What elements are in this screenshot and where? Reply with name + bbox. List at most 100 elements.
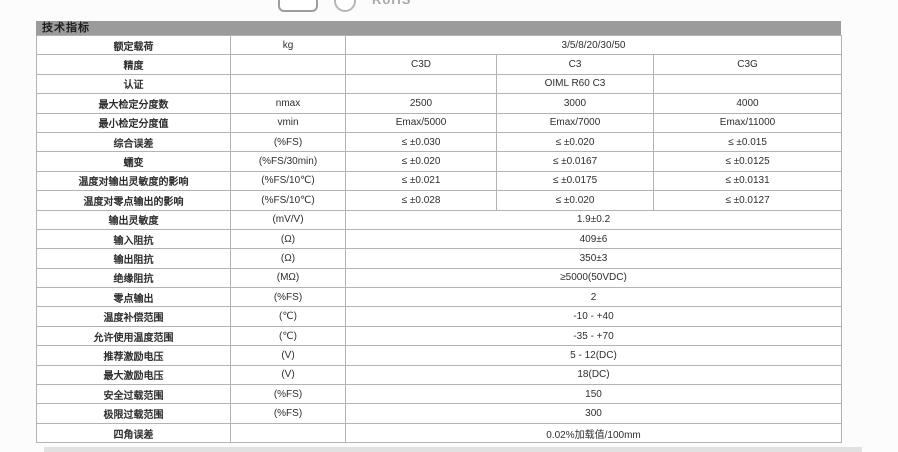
spec-table-row: 安全过载范围 (%FS) 150 bbox=[36, 384, 842, 405]
spec-table-row: 精度 C3D C3 C3G bbox=[36, 54, 842, 75]
spec-table: 额定载荷 kg 3/5/8/20/30/50 精度 C3D C3 C3G 认证 OIML R60… bbox=[36, 34, 842, 444]
spec-row-value: Emax/7000 bbox=[496, 112, 654, 133]
spec-row-label: 输出灵敏度 bbox=[36, 209, 231, 230]
spec-row-value: 300 bbox=[345, 403, 842, 424]
spec-row-value: 4000 bbox=[653, 93, 842, 114]
spec-row-unit: nmax bbox=[230, 93, 346, 114]
spec-table-row: 输入阻抗 (Ω) 409±6 bbox=[36, 228, 842, 250]
spec-table-row: 最小检定分度值 vmin Emax/5000 Emax/7000 Emax/11000 bbox=[36, 112, 842, 133]
spec-table-row: 最大激励电压 (V) 18(DC) bbox=[36, 364, 842, 386]
spec-row-unit: (%FS) bbox=[230, 131, 346, 153]
spec-table-row: 允许使用温度范围 (℃) -35 - +70 bbox=[36, 325, 842, 347]
spec-row-value: Emax/11000 bbox=[653, 112, 842, 133]
spec-row-unit: (V) bbox=[230, 345, 346, 366]
spec-row-label: 绝缘阻抗 bbox=[36, 267, 231, 289]
spec-row-value: 150 bbox=[345, 384, 842, 405]
spec-row-unit: vmin bbox=[230, 112, 346, 133]
certification-logos: RoHS bbox=[278, 0, 498, 12]
spec-row-unit: (℃) bbox=[230, 306, 346, 327]
spec-row-value: 409±6 bbox=[345, 228, 842, 250]
spec-row-label: 温度对输出灵敏度的影响 bbox=[36, 170, 231, 192]
spec-row-label: 认证 bbox=[36, 73, 231, 95]
spec-row-label: 安全过载范围 bbox=[36, 384, 231, 405]
spec-table-row: 绝缘阻抗 (MΩ) ≥5000(50VDC) bbox=[36, 267, 842, 289]
spec-row-value: 2500 bbox=[345, 93, 497, 114]
rohs-logo-text: RoHS bbox=[372, 0, 411, 12]
spec-row-value: 0.02%加载值/100mm bbox=[345, 422, 842, 444]
page-bottom-divider bbox=[44, 447, 862, 452]
spec-table-row: 温度对零点输出的影响 (%FS/10℃) ≤ ±0.028 ≤ ±0.020 ≤ ±0.… bbox=[36, 190, 842, 211]
spec-table-row: 推荐激励电压 (V) 5 - 12(DC) bbox=[36, 345, 842, 366]
spec-row-unit: kg bbox=[230, 34, 346, 56]
spec-row-value: 5 - 12(DC) bbox=[345, 345, 842, 366]
spec-table-row: 温度补偿范围 (℃) -10 - +40 bbox=[36, 306, 842, 327]
spec-row-unit: (℃) bbox=[230, 325, 346, 347]
spec-row-value: C3D bbox=[345, 54, 497, 75]
spec-table-row: 综合误差 (%FS) ≤ ±0.030 ≤ ±0.020 ≤ ±0.015 bbox=[36, 131, 842, 153]
spec-row-value: ≤ ±0.0167 bbox=[496, 151, 654, 172]
spec-row-unit: (%FS) bbox=[230, 403, 346, 424]
spec-row-value: 350±3 bbox=[345, 248, 842, 269]
spec-row-label: 综合误差 bbox=[36, 131, 231, 153]
spec-row-value: ≤ ±0.015 bbox=[653, 131, 842, 153]
spec-row-value: OIML R60 C3 bbox=[496, 73, 654, 95]
spec-row-unit: (V) bbox=[230, 364, 346, 386]
spec-table-row: 温度对输出灵敏度的影响 (%FS/10℃) ≤ ±0.021 ≤ ±0.0175 ≤ ±… bbox=[36, 170, 842, 192]
spec-table-row: 输出灵敏度 (mV/V) 1.9±0.2 bbox=[36, 209, 842, 230]
spec-row-unit: (MΩ) bbox=[230, 267, 346, 289]
certification-circle-icon bbox=[334, 0, 356, 12]
spec-row-label: 温度对零点输出的影响 bbox=[36, 190, 231, 211]
spec-row-value: ≤ ±0.021 bbox=[345, 170, 497, 192]
spec-row-value: C3 bbox=[496, 54, 654, 75]
spec-table-row: 输出阻抗 (Ω) 350±3 bbox=[36, 248, 842, 269]
spec-row-unit: (Ω) bbox=[230, 248, 346, 269]
spec-row-value: ≥5000(50VDC) bbox=[345, 267, 842, 289]
spec-table-row: 额定载荷 kg 3/5/8/20/30/50 bbox=[36, 34, 842, 56]
spec-row-value: -10 - +40 bbox=[345, 306, 842, 327]
spec-row-value: 2 bbox=[345, 287, 842, 308]
spec-row-label: 四角误差 bbox=[36, 422, 231, 444]
spec-table-row: 零点输出 (%FS) 2 bbox=[36, 287, 842, 308]
spec-row-label: 输出阻抗 bbox=[36, 248, 231, 269]
spec-row-value: ≤ ±0.0127 bbox=[653, 190, 842, 211]
spec-row-value: ≤ ±0.020 bbox=[496, 131, 654, 153]
spec-row-label: 零点输出 bbox=[36, 287, 231, 308]
spec-row-unit: (Ω) bbox=[230, 228, 346, 250]
spec-table-body: 额定载荷 kg 3/5/8/20/30/50 精度 C3D C3 C3G 认证 OIML R60… bbox=[36, 34, 842, 444]
spec-row-value: ≤ ±0.020 bbox=[345, 151, 497, 172]
spec-row-value: 18(DC) bbox=[345, 364, 842, 386]
spec-row-unit bbox=[230, 422, 346, 444]
spec-row-value: ≤ ±0.030 bbox=[345, 131, 497, 153]
spec-row-value: Emax/5000 bbox=[345, 112, 497, 133]
spec-row-unit bbox=[230, 54, 346, 75]
spec-row-unit: (%FS/10℃) bbox=[230, 170, 346, 192]
spec-row-label: 极限过载范围 bbox=[36, 403, 231, 424]
spec-table-row: 最大检定分度数 nmax 2500 3000 4000 bbox=[36, 93, 842, 114]
spec-table-row: 认证 OIML R60 C3 bbox=[36, 73, 842, 95]
spec-row-label: 推荐激励电压 bbox=[36, 345, 231, 366]
spec-row-value: ≤ ±0.0131 bbox=[653, 170, 842, 192]
spec-row-unit: (%FS/30min) bbox=[230, 151, 346, 172]
spec-row-unit: (%FS/10℃) bbox=[230, 190, 346, 211]
spec-row-label: 温度补偿范围 bbox=[36, 306, 231, 327]
spec-row-label: 精度 bbox=[36, 54, 231, 75]
spec-row-label: 最大检定分度数 bbox=[36, 93, 231, 114]
spec-row-value: ≤ ±0.028 bbox=[345, 190, 497, 211]
spec-row-label: 蠕变 bbox=[36, 151, 231, 172]
spec-table-row: 极限过载范围 (%FS) 300 bbox=[36, 403, 842, 424]
spec-row-unit: (%FS) bbox=[230, 287, 346, 308]
spec-row-value: 1.9±0.2 bbox=[345, 209, 842, 230]
spec-row-label: 额定载荷 bbox=[36, 34, 231, 56]
spec-table-title: 技术指标 bbox=[36, 21, 841, 35]
spec-row-value bbox=[345, 73, 497, 95]
spec-row-value: C3G bbox=[653, 54, 842, 75]
spec-row-value: ≤ ±0.020 bbox=[496, 190, 654, 211]
spec-row-value: ≤ ±0.0125 bbox=[653, 151, 842, 172]
spec-row-label: 最大激励电压 bbox=[36, 364, 231, 386]
spec-row-unit: (mV/V) bbox=[230, 209, 346, 230]
spec-row-value: ≤ ±0.0175 bbox=[496, 170, 654, 192]
spec-row-value bbox=[653, 73, 842, 95]
spec-row-unit: (%FS) bbox=[230, 384, 346, 405]
certification-badge-icon bbox=[278, 0, 318, 12]
spec-row-label: 输入阻抗 bbox=[36, 228, 231, 250]
